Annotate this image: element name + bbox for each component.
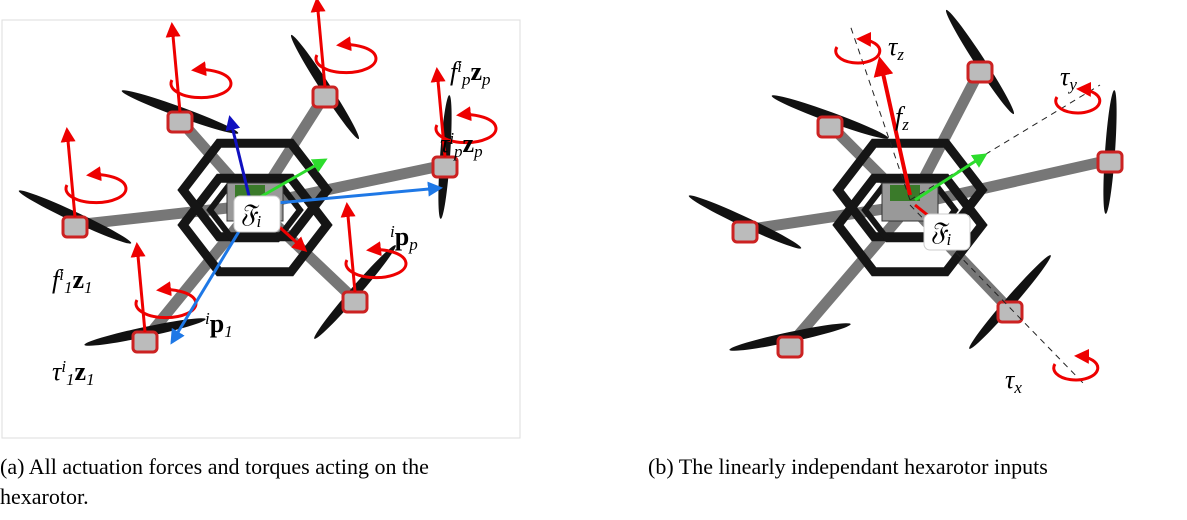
label-part: τ xyxy=(1005,365,1016,394)
math-label: τy xyxy=(1060,62,1077,94)
label-part: 1 xyxy=(86,370,95,389)
motor xyxy=(996,300,1024,324)
torque-arrow xyxy=(169,61,233,100)
label-part: 1 xyxy=(64,278,73,297)
thrust-arrow xyxy=(310,0,327,88)
label-part: i xyxy=(256,212,261,231)
math-label: 𝔉i xyxy=(240,199,261,231)
motor xyxy=(816,115,844,139)
label-part: τ xyxy=(888,32,899,61)
torque-arrow xyxy=(434,106,498,145)
label-part: i xyxy=(61,357,66,376)
label-part: 1 xyxy=(224,322,233,341)
board xyxy=(890,185,920,201)
label-part: p xyxy=(461,70,471,89)
thrust-arrow xyxy=(430,67,447,158)
math-label: τz xyxy=(888,32,904,64)
torque-arrow xyxy=(1052,348,1100,382)
label-part: p xyxy=(408,235,418,254)
label-part: z xyxy=(72,265,84,294)
label-part: f xyxy=(895,102,906,131)
label-part: y xyxy=(1067,75,1077,94)
label-part: x xyxy=(1013,378,1022,397)
motor xyxy=(311,85,339,109)
arm xyxy=(784,199,916,351)
motor xyxy=(966,60,994,84)
label-part: i xyxy=(59,265,64,284)
caption-b: (b) The linearly independant hexarotor i… xyxy=(648,454,1048,479)
thrust-arrow xyxy=(340,202,357,293)
math-label: fz xyxy=(895,102,909,134)
motor xyxy=(131,330,159,354)
caption-a: (a) All actuation forces and torques act… xyxy=(0,454,429,509)
frame-box xyxy=(233,195,281,233)
motor xyxy=(341,290,369,314)
label-part: i xyxy=(946,230,951,249)
label-part: i xyxy=(449,129,454,148)
torque-arrow xyxy=(134,281,198,320)
math-label: 𝔉i xyxy=(930,217,951,249)
label-part: p xyxy=(473,142,483,161)
label-part: p xyxy=(453,142,463,161)
z-axis xyxy=(225,115,252,201)
math-label: fi1z1 xyxy=(52,265,93,297)
motor xyxy=(166,110,194,134)
label-part: p xyxy=(210,309,224,338)
torque-arrow xyxy=(64,166,128,205)
math-label: τi1z1 xyxy=(52,357,95,389)
label-part: 1 xyxy=(84,278,93,297)
label-part: i xyxy=(457,57,462,76)
label-part: τ xyxy=(52,357,63,386)
thrust-arrow xyxy=(165,22,182,113)
label-part: i xyxy=(390,222,395,241)
y-axis xyxy=(914,153,988,202)
frame xyxy=(832,173,988,277)
label-part: z xyxy=(896,45,904,64)
label-part: i xyxy=(205,309,210,328)
math-label: τx xyxy=(1005,365,1022,397)
motor xyxy=(731,220,759,244)
math-label: τipzp xyxy=(440,129,483,161)
z-dash xyxy=(849,24,911,201)
label-part: f xyxy=(450,57,461,86)
arm xyxy=(249,159,451,211)
math-label: ipp xyxy=(390,222,418,254)
label-part: 𝔉 xyxy=(930,217,950,246)
label-part: p xyxy=(395,222,409,251)
arm xyxy=(69,199,261,231)
y-dash xyxy=(909,84,1101,201)
label-part: f xyxy=(52,265,63,294)
position-vector xyxy=(254,181,443,207)
label-part: τ xyxy=(1060,62,1071,91)
label-part: 1 xyxy=(66,370,75,389)
motor xyxy=(61,215,89,239)
label-part: z xyxy=(470,57,482,86)
math-label: fipzp xyxy=(450,57,491,89)
label-part: z xyxy=(463,129,475,158)
torque-arrow xyxy=(834,31,882,65)
label-part: 𝔉 xyxy=(240,199,260,228)
thrust-arrow xyxy=(873,56,912,196)
y-axis xyxy=(254,158,328,202)
frame xyxy=(206,177,304,243)
torque-arrow xyxy=(344,241,408,280)
label-part: τ xyxy=(440,129,451,158)
frame-box xyxy=(923,213,971,251)
x-dash xyxy=(909,204,1086,386)
motor xyxy=(776,335,804,359)
math-label: ip1 xyxy=(205,309,233,341)
label-part: p xyxy=(481,70,491,89)
torque-arrow xyxy=(1054,81,1102,115)
motor xyxy=(1096,150,1124,174)
label-part: z xyxy=(901,115,909,134)
panel-frame xyxy=(1,19,521,439)
torque-arrow xyxy=(314,36,378,75)
thrust-arrow xyxy=(60,127,77,218)
label-part: z xyxy=(75,357,87,386)
thrust-arrow xyxy=(130,242,147,333)
